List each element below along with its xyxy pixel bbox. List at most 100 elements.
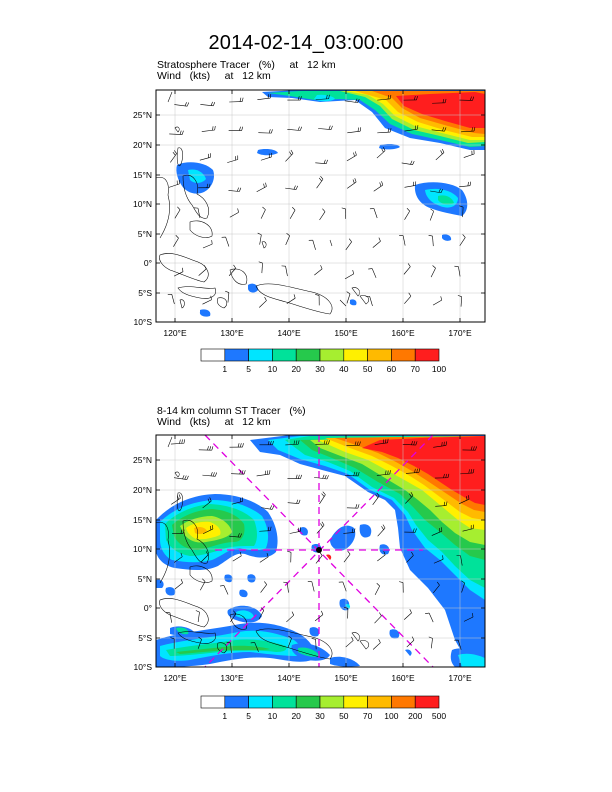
- wind-barb: [430, 190, 442, 194]
- wind-barb-flag: [198, 636, 202, 640]
- wind-barb: [229, 535, 241, 538]
- wind-barb-flag: [214, 126, 216, 131]
- wind-barb: [174, 209, 181, 219]
- lat-tick-label: 10°N: [133, 199, 152, 209]
- top-panel-label-2: Wind (kts) at 12 km: [157, 70, 271, 82]
- wind-barb-flag: [354, 528, 356, 533]
- wind-barb-flag: [272, 440, 274, 445]
- wind-barb-flag: [428, 636, 433, 639]
- wind-barb-flag: [375, 494, 379, 498]
- wind-barb-flag: [211, 240, 213, 245]
- colorbar-label: 10: [268, 364, 278, 374]
- wind-barb: [198, 268, 207, 276]
- wind-barb-flag: [181, 439, 183, 444]
- wind-barb-flag: [209, 446, 212, 451]
- wind-barb-flag: [286, 232, 290, 236]
- wind-barb: [285, 266, 288, 277]
- wind-barb-flag: [389, 470, 391, 475]
- lat-tick-label: 25°N: [133, 455, 152, 465]
- wind-barb-flag: [179, 130, 182, 135]
- wind-barb: [173, 556, 183, 563]
- wind-barb: [347, 181, 357, 189]
- wind-barb-flag: [207, 498, 210, 503]
- wind-barb: [223, 585, 229, 595]
- colorbar-swatch: [295, 695, 321, 709]
- wind-barb: [197, 208, 201, 218]
- wind-barb-flag: [389, 94, 392, 99]
- wind-barb-flag: [414, 95, 416, 101]
- wind-barb: [315, 555, 323, 564]
- wind-barb: [259, 234, 262, 245]
- bottom-panel-label-2: Wind (kts) at 12 km: [157, 416, 271, 428]
- lon-tick-label: 150°E: [334, 673, 358, 683]
- top-axis-ticks: 120°E 130°E 140°E 150°E 160°E 170°E 25°N 20°N 15…: [133, 90, 485, 338]
- wind-barb-flag: [328, 94, 330, 99]
- colorbar-label: 30: [315, 711, 325, 721]
- wind-barb-flag: [315, 294, 320, 296]
- bottom-axis-ticks: 120°E 130°E 140°E 150°E 160°E 170°E 25°N 20°N 15…: [133, 435, 485, 683]
- wind-barb: [373, 208, 378, 219]
- lon-tick-label: 130°E: [220, 328, 244, 338]
- wind-barb-flag: [326, 475, 329, 480]
- wind-barb-flag: [414, 468, 416, 473]
- colorbar-swatch: [414, 348, 440, 362]
- wind-barb-flag: [237, 443, 240, 448]
- wind-barb-flag: [352, 179, 355, 184]
- wind-barb-flag: [385, 439, 387, 444]
- wind-barb-flag: [472, 446, 475, 451]
- wind-barb-flag: [470, 446, 473, 451]
- wind-barb: [460, 555, 463, 566]
- wind-barb: [171, 294, 175, 305]
- wind-barb-flag: [418, 468, 421, 473]
- wind-barb-flag: [359, 127, 362, 132]
- wind-barb: [287, 638, 292, 648]
- lat-tick-label: 10°S: [133, 317, 152, 327]
- wind-barb-flag: [239, 97, 242, 102]
- wind-barb-flag: [355, 504, 358, 509]
- wind-barb-flag: [209, 525, 212, 530]
- wind-barb-flag: [226, 641, 231, 644]
- wind-barb: [225, 236, 230, 247]
- wind-barb-flag: [412, 160, 415, 165]
- wind-barb: [404, 295, 412, 304]
- bottom-coastlines: [156, 436, 370, 660]
- top-coastlines: [156, 91, 370, 315]
- wind-barb-flag: [182, 267, 184, 272]
- wind-barb-flag: [399, 581, 404, 583]
- wind-barb-flag: [432, 265, 436, 269]
- wind-barb-flag: [468, 495, 470, 500]
- wind-barb-flag: [428, 235, 433, 237]
- wind-barb: [260, 209, 266, 219]
- wind-barb: [202, 299, 212, 305]
- wind-barb-flag: [351, 636, 354, 641]
- wind-barb: [202, 500, 212, 509]
- lat-tick-label: 15°N: [133, 515, 152, 525]
- wind-barb: [260, 584, 267, 593]
- wind-barb-flag: [324, 474, 327, 479]
- wind-barb: [460, 296, 462, 307]
- wind-barb-flag: [357, 127, 359, 132]
- wind-barb-flag: [297, 474, 300, 479]
- wind-barb: [199, 156, 211, 161]
- wind-barb: [405, 495, 414, 504]
- wind-barb-flag: [461, 580, 465, 584]
- colorbar-label: 20: [291, 364, 301, 374]
- wind-barb: [406, 555, 414, 563]
- wind-barb-flag: [376, 583, 380, 587]
- wind-barb-flag: [444, 127, 447, 132]
- wind-barb: [311, 581, 315, 592]
- wind-barb: [315, 639, 317, 650]
- wind-barb: [372, 642, 381, 650]
- top-panel-label-1: Stratosphere Tracer (%) at 12 km: [157, 59, 336, 71]
- colorbar-label: 50: [363, 364, 373, 374]
- wind-barb-flag: [295, 474, 298, 479]
- colorbar-label: 60: [387, 364, 397, 374]
- wind-barb-flag: [352, 269, 354, 274]
- wind-barb-flag: [357, 471, 360, 476]
- wind-barb-flag: [472, 468, 475, 473]
- wind-barb-flag: [210, 295, 212, 300]
- colorbar-label: 1: [222, 364, 227, 374]
- wind-barb-flag: [240, 443, 242, 448]
- wind-barb-flag: [266, 552, 269, 557]
- wind-barb-flag: [184, 102, 187, 107]
